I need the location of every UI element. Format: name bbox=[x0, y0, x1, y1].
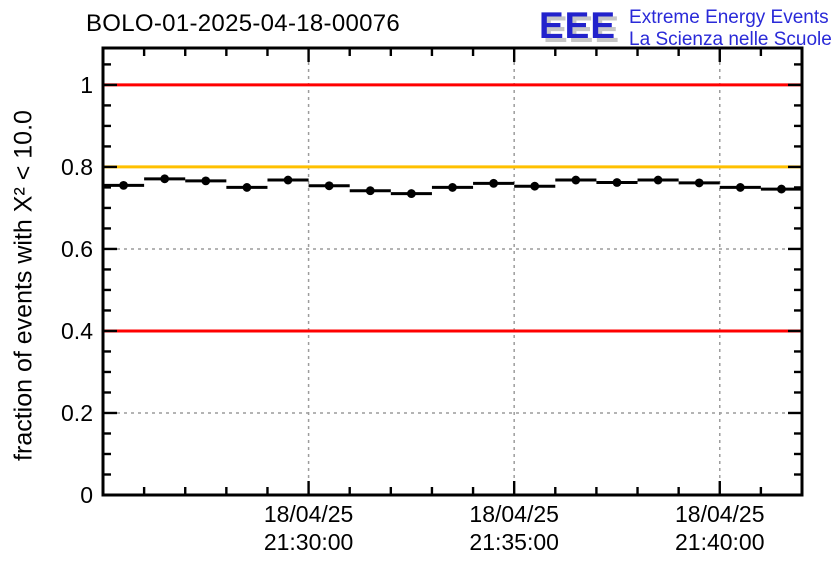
x-tick-label-date: 18/04/25 bbox=[264, 501, 354, 527]
x-tick-label-time: 21:30:00 bbox=[264, 529, 354, 555]
eee-logo-line1: Extreme Energy Events bbox=[629, 7, 829, 28]
eee-logo-line2: La Scienza nelle Scuole bbox=[629, 29, 832, 50]
y-tick-label: 0.2 bbox=[61, 400, 93, 426]
data-point-marker bbox=[571, 175, 581, 185]
x-tick-label-date: 18/04/25 bbox=[469, 501, 559, 527]
data-point-marker bbox=[119, 180, 128, 190]
y-tick-label: 0.6 bbox=[61, 236, 93, 262]
data-point-marker bbox=[160, 174, 170, 184]
eee-logo-text: Extreme Energy Events La Scienza nelle S… bbox=[629, 5, 832, 51]
data-point-marker bbox=[612, 178, 622, 187]
y-tick-label: 0.8 bbox=[61, 154, 93, 180]
plot-frame bbox=[101, 46, 804, 497]
data-point-marker bbox=[406, 189, 416, 198]
y-tick-label: 1 bbox=[80, 72, 93, 98]
data-point-marker bbox=[448, 183, 457, 192]
data-point-marker bbox=[324, 181, 334, 191]
eee-logo-acronym: EEE bbox=[539, 5, 617, 46]
x-tick-label-time: 21:35:00 bbox=[469, 529, 559, 555]
data-point-marker bbox=[735, 183, 745, 192]
data-point-marker bbox=[201, 176, 211, 186]
data-point-marker bbox=[242, 183, 252, 192]
plot-title: BOLO-01-2025-04-18-00076 bbox=[86, 10, 401, 37]
x-tick-label-date: 18/04/25 bbox=[675, 501, 765, 527]
y-tick-label: 0.4 bbox=[61, 318, 93, 344]
data-point-marker bbox=[283, 175, 293, 185]
eee-logo: EEE Extreme Energy Events La Scienza nel… bbox=[539, 5, 832, 51]
data-point-marker bbox=[653, 175, 663, 185]
data-point-marker bbox=[694, 178, 704, 188]
data-point-marker bbox=[365, 186, 375, 196]
x-tick-label-time: 21:40:00 bbox=[675, 529, 765, 555]
data-point-marker bbox=[530, 181, 540, 191]
data-point-marker bbox=[777, 184, 786, 194]
data-point-marker bbox=[489, 178, 499, 188]
y-tick-label: 0 bbox=[80, 482, 93, 508]
